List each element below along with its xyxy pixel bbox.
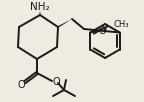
Text: O: O xyxy=(52,77,60,87)
Text: NH₂: NH₂ xyxy=(30,2,50,12)
Text: O: O xyxy=(98,26,106,35)
Polygon shape xyxy=(39,11,41,16)
Text: O: O xyxy=(17,80,25,90)
Text: CH₃: CH₃ xyxy=(113,20,129,29)
Polygon shape xyxy=(58,19,72,28)
